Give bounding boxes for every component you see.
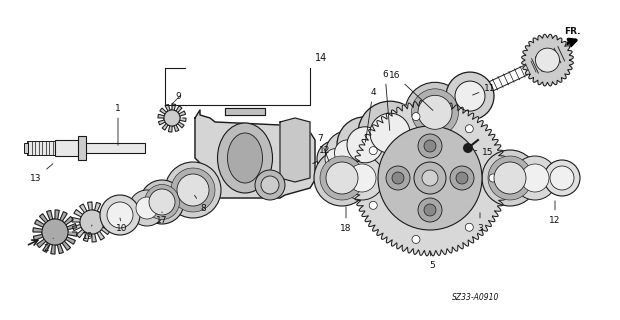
Circle shape [171, 168, 215, 212]
Circle shape [386, 166, 410, 190]
Text: 18: 18 [340, 207, 352, 233]
Circle shape [446, 72, 494, 120]
Circle shape [412, 113, 420, 121]
Circle shape [314, 150, 370, 206]
Circle shape [405, 82, 465, 142]
Text: 5: 5 [429, 253, 435, 270]
Polygon shape [33, 210, 77, 254]
Circle shape [129, 190, 165, 226]
Circle shape [136, 197, 158, 219]
Circle shape [465, 223, 473, 231]
Polygon shape [158, 104, 186, 132]
Circle shape [488, 156, 532, 200]
Circle shape [42, 219, 68, 245]
Text: 12: 12 [549, 201, 560, 225]
Circle shape [320, 156, 364, 200]
Circle shape [358, 101, 422, 165]
Circle shape [450, 166, 474, 190]
Text: FR.: FR. [564, 27, 580, 36]
Polygon shape [521, 34, 574, 86]
Text: 15: 15 [475, 148, 494, 156]
Circle shape [418, 95, 452, 129]
Circle shape [424, 140, 436, 152]
Circle shape [370, 147, 377, 155]
Text: 17: 17 [156, 212, 168, 225]
Text: 12: 12 [319, 146, 330, 155]
Text: 14: 14 [315, 53, 327, 63]
Polygon shape [225, 108, 265, 115]
Circle shape [465, 125, 473, 133]
Circle shape [326, 162, 358, 194]
Circle shape [261, 176, 279, 194]
Circle shape [165, 162, 221, 218]
Text: 3: 3 [477, 213, 483, 233]
Circle shape [482, 150, 538, 206]
Circle shape [544, 160, 580, 196]
Text: 11: 11 [472, 84, 496, 95]
Text: 1: 1 [115, 103, 121, 145]
Circle shape [424, 204, 436, 216]
Circle shape [536, 48, 559, 72]
Circle shape [370, 201, 377, 209]
Circle shape [335, 140, 360, 166]
Text: 10: 10 [117, 218, 128, 233]
Polygon shape [280, 118, 310, 182]
Circle shape [463, 143, 473, 153]
Circle shape [494, 162, 526, 194]
Circle shape [348, 164, 376, 192]
Circle shape [422, 170, 438, 186]
Text: 8: 8 [195, 195, 206, 212]
Circle shape [370, 113, 410, 153]
Polygon shape [72, 202, 112, 242]
Polygon shape [352, 100, 508, 256]
Circle shape [347, 127, 383, 163]
Text: 13: 13 [30, 164, 53, 182]
Circle shape [456, 172, 468, 184]
Circle shape [100, 195, 140, 235]
Circle shape [107, 202, 133, 228]
Circle shape [164, 110, 180, 126]
Text: 4: 4 [365, 87, 376, 142]
Circle shape [550, 166, 574, 190]
Circle shape [337, 117, 393, 173]
Text: 16: 16 [389, 70, 433, 110]
Bar [24, 143, 28, 153]
Circle shape [412, 236, 420, 244]
Text: 6: 6 [382, 69, 390, 131]
Ellipse shape [218, 123, 273, 193]
Circle shape [455, 81, 485, 111]
Circle shape [521, 164, 549, 192]
Bar [55, 140, 80, 156]
Polygon shape [195, 110, 315, 198]
Circle shape [418, 134, 442, 158]
Circle shape [340, 156, 384, 200]
Circle shape [414, 162, 446, 194]
Circle shape [140, 180, 184, 224]
Circle shape [255, 170, 285, 200]
Bar [27, 141, 55, 155]
Circle shape [326, 131, 370, 175]
Circle shape [149, 189, 175, 215]
Circle shape [177, 174, 209, 206]
Circle shape [378, 126, 482, 230]
Circle shape [317, 141, 353, 177]
Circle shape [392, 172, 404, 184]
Circle shape [513, 156, 557, 200]
Bar [78, 136, 86, 160]
Bar [55, 143, 145, 153]
Text: 19: 19 [82, 225, 94, 241]
Circle shape [418, 198, 442, 222]
Ellipse shape [228, 133, 262, 183]
Text: 2: 2 [43, 238, 53, 252]
Circle shape [412, 89, 459, 136]
Text: 9: 9 [172, 92, 181, 104]
Circle shape [325, 149, 345, 169]
Text: SZ33-A0910: SZ33-A0910 [453, 293, 500, 302]
Circle shape [144, 185, 180, 220]
Circle shape [489, 174, 497, 182]
Text: 7: 7 [317, 133, 329, 161]
Circle shape [80, 210, 104, 234]
